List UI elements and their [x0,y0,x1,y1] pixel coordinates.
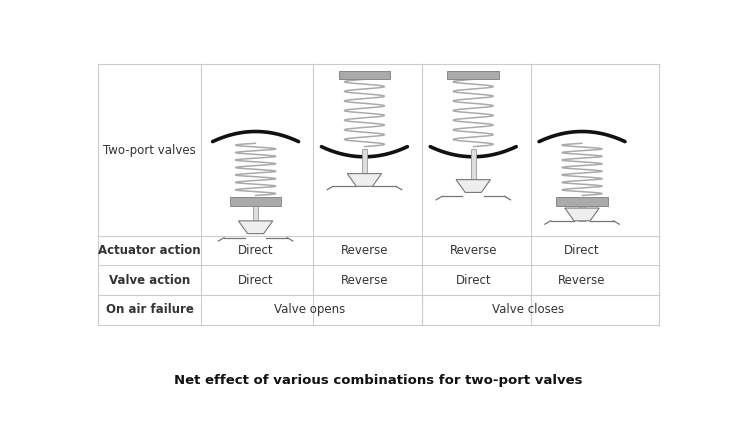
Bar [471,149,476,180]
Bar [253,206,258,221]
Text: Net effect of various combinations for two-port valves: Net effect of various combinations for t… [174,374,583,387]
Text: Reverse: Reverse [341,274,388,287]
Text: Reverse: Reverse [449,244,497,257]
Text: Reverse: Reverse [341,244,388,257]
Text: Reverse: Reverse [558,274,606,287]
Text: Actuator action: Actuator action [98,244,201,257]
Bar [362,149,367,186]
Text: Direct: Direct [238,244,273,257]
Polygon shape [456,180,491,192]
Text: Valve closes: Valve closes [491,303,564,316]
Polygon shape [565,208,599,221]
Text: Two-port valves: Two-port valves [103,143,196,156]
Polygon shape [239,221,273,234]
Bar [230,197,282,206]
Bar [448,71,499,80]
Bar [556,197,607,206]
Bar [579,206,585,221]
Text: Valve action: Valve action [109,274,190,287]
Text: Direct: Direct [455,274,491,287]
Text: On air failure: On air failure [106,303,194,316]
Text: Direct: Direct [238,274,273,287]
Bar [338,71,390,80]
Polygon shape [347,173,381,186]
Text: Valve opens: Valve opens [274,303,346,316]
Text: Direct: Direct [565,244,600,257]
